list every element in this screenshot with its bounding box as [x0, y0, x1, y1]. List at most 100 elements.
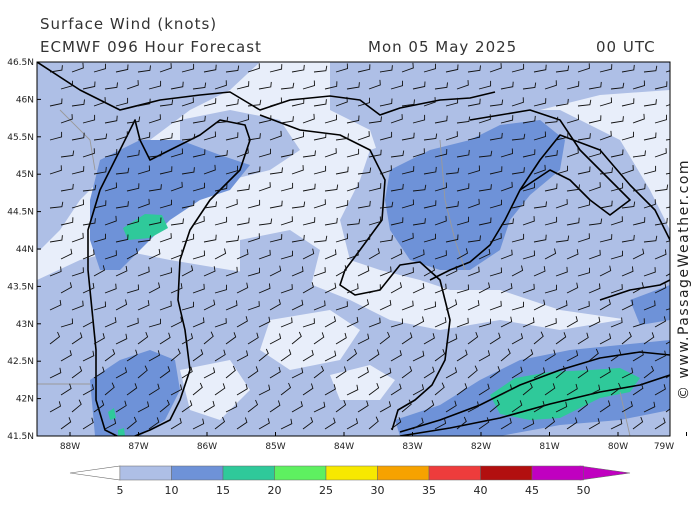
wind-barb — [181, 133, 196, 141]
wind-barb — [467, 65, 481, 73]
wind-barb — [159, 166, 173, 175]
wind-barb — [368, 317, 381, 328]
wind-barb — [335, 166, 349, 175]
wind-barb — [71, 332, 83, 345]
wind-barb — [324, 81, 338, 90]
wind-barb — [346, 250, 359, 260]
wind-barb — [225, 98, 239, 107]
wind-barb — [291, 367, 304, 379]
wind-barb — [665, 408, 670, 413]
wind-barb — [126, 383, 138, 396]
wind-barb — [82, 384, 95, 396]
wind-barb — [313, 267, 326, 277]
wind-barb — [346, 384, 359, 396]
wind-barb — [60, 217, 74, 226]
latitude-label: 41.5N — [7, 432, 34, 442]
longitude-label: 87W — [128, 442, 148, 452]
wind-barb — [104, 418, 117, 430]
wind-barb — [500, 148, 513, 158]
legend-swatch — [119, 465, 172, 481]
wind-barb — [203, 131, 216, 141]
wind-barb — [577, 199, 591, 209]
wind-barb — [82, 114, 96, 124]
wind-barb — [500, 316, 513, 328]
wind-barb — [280, 418, 293, 430]
wind-barb — [654, 384, 666, 396]
wind-barb — [115, 234, 129, 243]
wind-barb — [467, 198, 480, 209]
legend-label: 30 — [371, 484, 385, 497]
wind-barb — [379, 201, 394, 209]
wind-barb — [104, 317, 117, 328]
wind-barb — [126, 416, 137, 430]
wind-barb — [49, 235, 63, 243]
wind-barb — [357, 167, 372, 175]
wind-barb — [665, 341, 670, 345]
wind-barb — [500, 249, 513, 260]
wind-barb — [137, 65, 151, 73]
wind-barb — [214, 416, 226, 430]
wind-barb — [258, 348, 269, 362]
wind-barb — [159, 332, 171, 345]
wind-barb — [280, 116, 294, 124]
wind-barb — [269, 299, 281, 311]
wind-barb — [379, 299, 392, 311]
wind-barb — [599, 200, 613, 209]
wind-barb — [148, 114, 161, 124]
wind-barb — [49, 165, 62, 175]
wind-barb — [577, 233, 590, 243]
wind-barb — [632, 183, 646, 192]
legend-label: 35 — [422, 484, 436, 497]
wind-barb — [335, 200, 349, 209]
wind-barb — [225, 332, 237, 345]
wind-barb — [357, 131, 370, 141]
wind-barb — [236, 147, 249, 158]
wind-barb — [170, 115, 184, 124]
wind-barb — [456, 284, 469, 294]
latitude-label: 43N — [16, 320, 34, 330]
wind-barb — [60, 248, 73, 260]
wind-barb — [170, 348, 181, 362]
wind-barb — [159, 267, 172, 277]
forecast-time: 00 UTC — [596, 38, 656, 56]
wind-barb — [203, 299, 216, 311]
wind-barb — [214, 383, 226, 396]
wind-barb — [148, 217, 162, 226]
wind-barb — [533, 400, 545, 413]
wind-barb — [335, 63, 348, 73]
wind-barb — [357, 333, 370, 345]
legend-swatch — [171, 465, 224, 481]
wind-barb — [588, 384, 601, 396]
wind-barb — [610, 349, 622, 362]
wind-barb — [445, 97, 459, 107]
wind-barb — [170, 81, 184, 90]
wind-barb — [621, 98, 635, 107]
wind-barb — [258, 418, 270, 430]
wind-barb — [82, 316, 95, 328]
wind-barb — [335, 96, 348, 107]
wind-barb — [643, 235, 658, 243]
wind-barb — [291, 64, 305, 73]
wind-barb — [247, 99, 262, 107]
wind-barb — [71, 132, 85, 141]
wind-barb — [335, 332, 347, 345]
wind-barb — [379, 98, 393, 107]
wind-barb — [522, 317, 535, 328]
wind-barb — [621, 367, 634, 379]
wind-barb — [478, 282, 491, 294]
wind-barb — [533, 201, 547, 209]
wind-barb — [82, 249, 95, 260]
wind-barb — [225, 401, 238, 413]
wind-barb — [610, 418, 623, 430]
wind-barb — [544, 284, 557, 294]
wind-barb — [544, 383, 556, 396]
wind-barb — [522, 382, 533, 396]
wind-barb — [115, 64, 129, 73]
wind-barb — [170, 218, 184, 226]
wind-barb — [159, 399, 170, 413]
wind-barb — [137, 365, 148, 379]
wind-barb — [291, 266, 304, 277]
wind-barb — [313, 199, 326, 209]
wind-barb — [368, 79, 381, 90]
wind-barbs — [49, 62, 670, 430]
